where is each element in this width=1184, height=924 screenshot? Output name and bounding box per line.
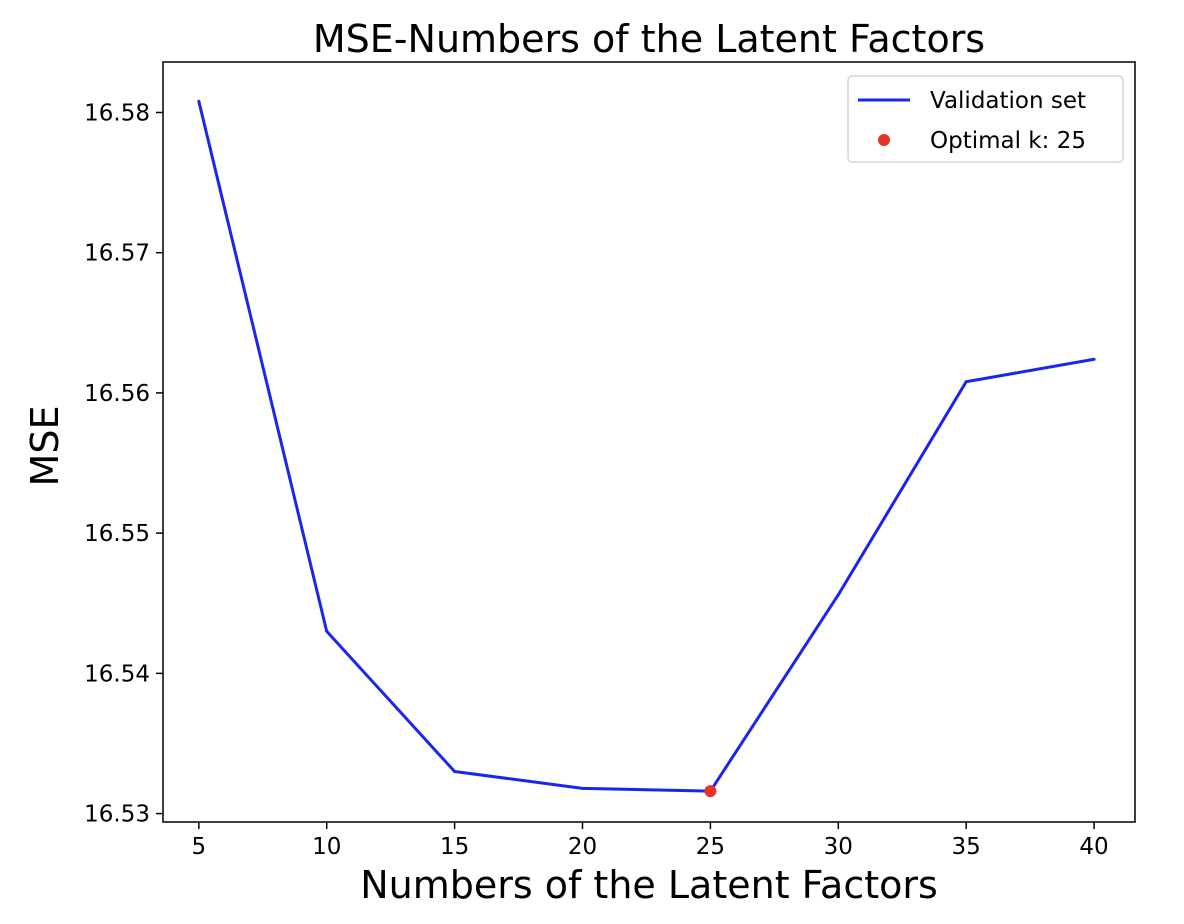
y-tick-label: 16.57 <box>84 241 150 267</box>
legend-box <box>847 75 1124 163</box>
series-line-validation-set <box>197 100 1095 793</box>
line-data-point <box>964 380 968 384</box>
y-tick-label: 16.56 <box>84 381 150 407</box>
x-tick-label: 5 <box>191 834 206 860</box>
line-data-point <box>197 99 201 103</box>
line-data-point <box>580 786 584 790</box>
y-axis-title: MSE <box>23 406 67 487</box>
x-tick-label: 25 <box>696 834 725 860</box>
line-data-point <box>1092 357 1096 361</box>
y-tick-label: 16.55 <box>84 521 150 547</box>
plot-area: 5 10 15 20 25 30 35 40 16.53 16.54 16.55 16.56 16.57… <box>84 61 1136 860</box>
legend: Validation set Optimal k: 25 <box>847 75 1124 163</box>
legend-label: Validation set <box>930 88 1086 114</box>
x-tick-label: 40 <box>1079 834 1108 860</box>
axes-frame <box>162 61 1136 823</box>
x-tick-label: 30 <box>824 834 853 860</box>
optimal-k-point <box>704 785 717 798</box>
legend-dot-swatch <box>878 134 890 146</box>
y-tick-label: 16.58 <box>84 100 150 126</box>
chart-title: MSE-Numbers of the Latent Factors <box>313 17 985 61</box>
x-tick-label: 35 <box>952 834 981 860</box>
legend-label: Optimal k: 25 <box>930 128 1086 154</box>
y-tick-label: 16.53 <box>84 802 150 828</box>
x-tick-label: 15 <box>440 834 469 860</box>
line-data-point <box>453 770 457 774</box>
y-tick-label: 16.54 <box>84 661 150 687</box>
line-data-point <box>836 593 840 597</box>
x-tick-label: 20 <box>568 834 597 860</box>
x-axis-title: Numbers of the Latent Factors <box>360 863 938 907</box>
line-data-point <box>325 629 329 633</box>
x-tick-label: 10 <box>312 834 341 860</box>
